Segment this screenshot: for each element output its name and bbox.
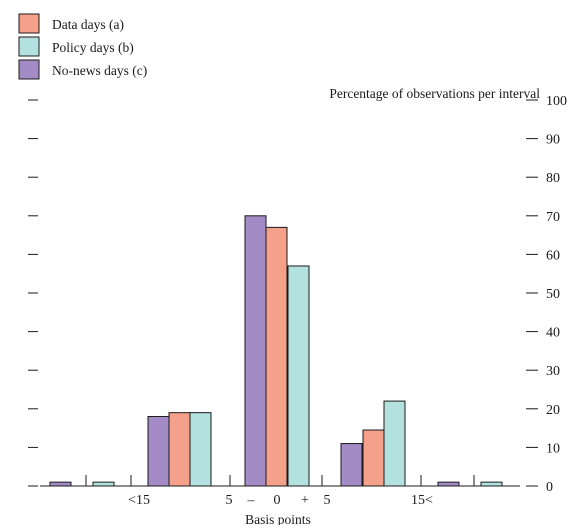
y-tick-label: 50 <box>546 287 560 302</box>
legend-label: Policy days (b) <box>52 40 134 55</box>
legend-label: No-news days (c) <box>52 63 147 78</box>
y-tick-label: 70 <box>546 210 560 225</box>
bar-data-days-a-3 <box>362 429 385 487</box>
bar-data-days-a-2 <box>265 226 288 487</box>
legend-swatch <box>18 36 40 57</box>
legend: Data days (a) Policy days (b) No-news days… <box>18 13 147 80</box>
bar-no-news-days-c-2 <box>244 215 267 487</box>
x-axis-ticks <box>85 475 475 486</box>
y-tick-label: 90 <box>546 133 560 148</box>
x-tick-label: <15 <box>128 493 150 508</box>
y-tick-label: 0 <box>546 480 553 495</box>
bar-policy-days-b-0 <box>92 481 115 487</box>
bar-data-days-a-1 <box>168 412 191 487</box>
bar-policy-days-b-3 <box>383 400 406 487</box>
x-tick-label: 15< <box>411 493 433 508</box>
bar-no-news-days-c-1 <box>147 416 170 487</box>
x-tick-label: + <box>301 493 309 508</box>
legend-swatch <box>18 13 40 34</box>
y-tick-label: 100 <box>546 94 567 109</box>
y-tick-label: 20 <box>546 403 560 418</box>
y-axis-ticks: 0 10 20 30 40 50 60 70 80 90 100 <box>28 94 567 495</box>
legend-swatch <box>18 59 40 80</box>
bars <box>49 215 503 487</box>
x-axis-labels: <15 5–0 +5 15< <box>128 493 433 508</box>
bar-no-news-days-c-3 <box>340 443 363 487</box>
y-tick-label: 80 <box>546 171 560 186</box>
bar-no-news-days-c-0 <box>49 481 72 487</box>
y-tick-label: 30 <box>546 364 560 379</box>
bar-policy-days-b-2 <box>287 265 310 487</box>
y-tick-label: 40 <box>546 326 560 341</box>
bar-policy-days-b-1 <box>189 412 212 487</box>
y-tick-label: 10 <box>546 441 560 456</box>
x-tick-label: 5 <box>324 493 331 508</box>
x-tick-label: – <box>247 493 256 508</box>
legend-label: Data days (a) <box>52 17 124 32</box>
x-axis-title: Basis points <box>245 512 311 525</box>
y-tick-label: 60 <box>546 248 560 263</box>
x-tick-label: 0 <box>274 493 281 508</box>
y-axis-title: Percentage of observations per interval <box>329 86 540 101</box>
bar-policy-days-b-4 <box>480 481 503 487</box>
x-tick-label: 5 <box>226 493 233 508</box>
bar-no-news-days-c-4 <box>437 481 460 487</box>
